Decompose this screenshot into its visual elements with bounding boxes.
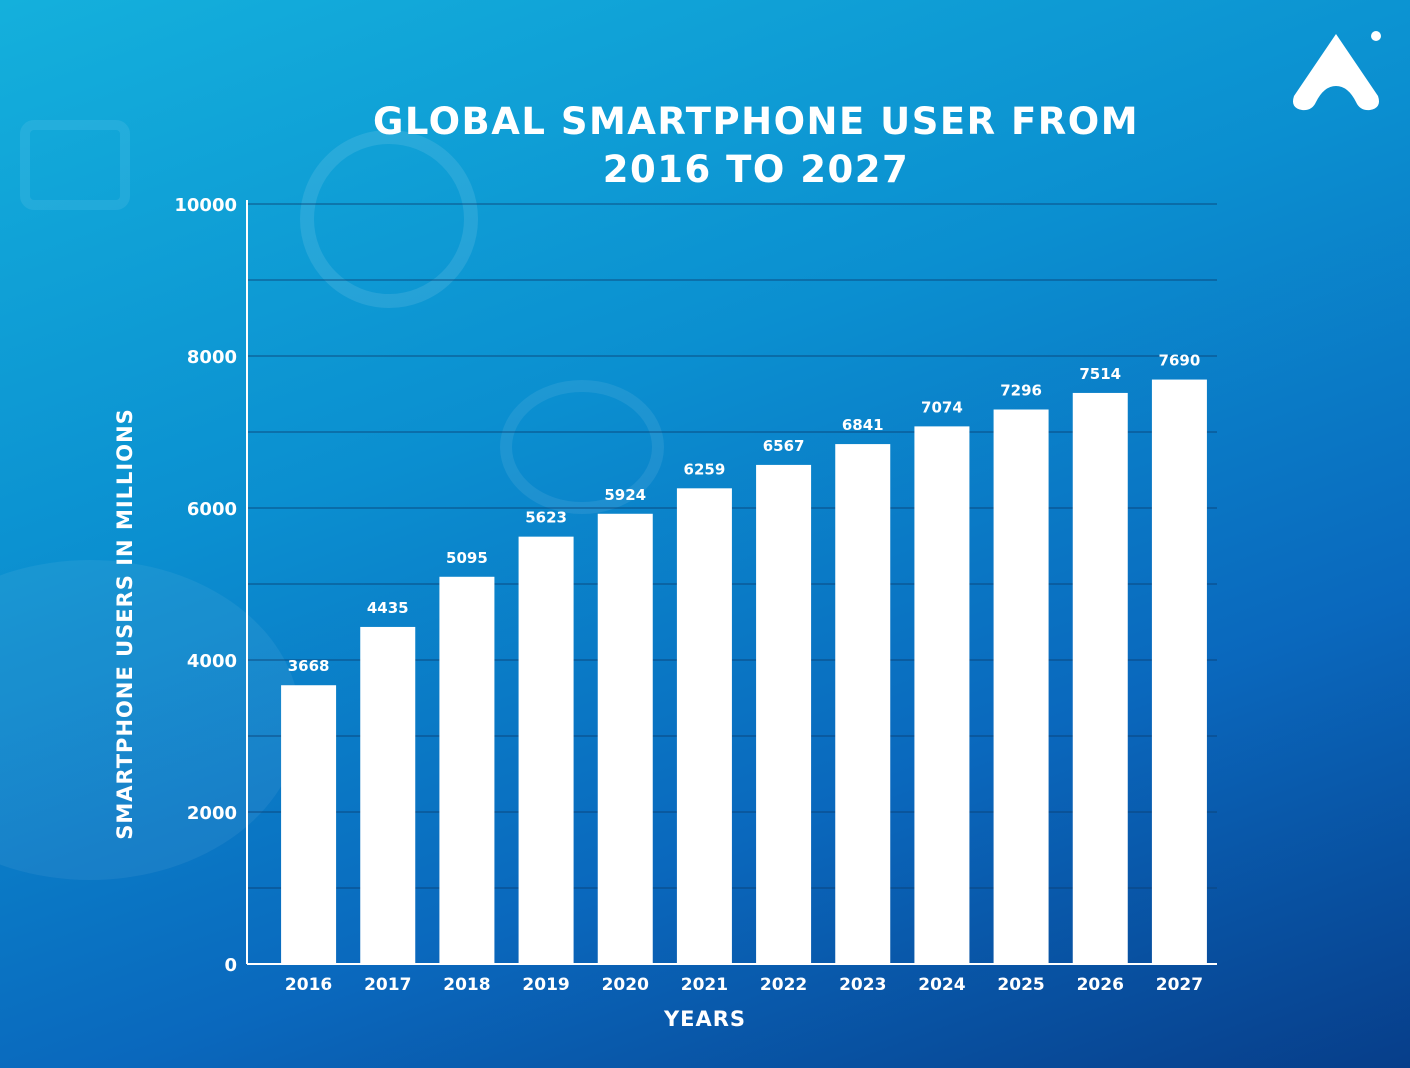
data-label-2022: 6567	[763, 437, 805, 455]
chart-title-line: GLOBAL SMARTPHONE USER FROM	[373, 100, 1139, 143]
bars	[281, 379, 1207, 965]
data-label-2024: 7074	[921, 398, 963, 416]
bar-2016	[281, 685, 337, 964]
bar-2022	[756, 464, 812, 964]
data-label-2025: 7296	[1000, 382, 1042, 400]
y-tick-label: 2000	[187, 803, 237, 824]
x-tick-label-2018: 2018	[443, 975, 490, 995]
x-tick-label-2016: 2016	[285, 975, 332, 995]
data-label-2020: 5924	[604, 486, 646, 504]
data-label-2018: 5095	[446, 549, 488, 567]
bar-2023	[835, 444, 891, 965]
axes	[246, 200, 1217, 965]
x-axis-ticks: 2016 2017 2018 2019 2020 2021 2022 2023 2024 2025…	[285, 975, 1203, 995]
x-tick-label-2024: 2024	[918, 975, 965, 995]
chat-bubble-decor	[20, 120, 130, 210]
bar-2018	[439, 576, 495, 964]
data-label-2017: 4435	[367, 599, 409, 617]
x-tick-label-2017: 2017	[364, 975, 411, 995]
bar-2025	[993, 409, 1049, 964]
x-axis-title: YEARS	[663, 1007, 746, 1031]
x-tick-label-2020: 2020	[602, 975, 649, 995]
chart-title: GLOBAL SMARTPHONE USER FROM 2016 TO 2027	[373, 100, 1139, 191]
axis-titles: YEARS SMARTPHONE USERS IN MILLIONS	[113, 408, 746, 1031]
y-tick-label: 8000	[187, 347, 237, 368]
data-label-2023: 6841	[842, 416, 884, 434]
bar-2019	[518, 536, 574, 964]
x-tick-label-2021: 2021	[681, 975, 728, 995]
bar-2021	[676, 488, 732, 964]
bar-2027	[1151, 379, 1207, 964]
x-tick-label-2023: 2023	[839, 975, 886, 995]
x-tick-label-2022: 2022	[760, 975, 807, 995]
y-axis-ticks: 0 2000 4000 6000 8000 10000	[174, 195, 237, 976]
y-tick-label: 6000	[187, 499, 237, 520]
y-tick-label: 0	[224, 955, 237, 976]
y-tick-label: 4000	[187, 651, 237, 672]
data-label-2026: 7514	[1079, 365, 1121, 383]
x-tick-label-2026: 2026	[1077, 975, 1124, 995]
data-labels: 3668 4435 5095 5623 5924 6259 6567 6841 7074 7296…	[288, 352, 1201, 676]
y-tick-label: 10000	[174, 195, 237, 216]
data-label-2021: 6259	[684, 460, 726, 478]
bar-2017	[360, 626, 416, 964]
data-label-2027: 7690	[1159, 352, 1201, 370]
x-tick-label-2019: 2019	[522, 975, 569, 995]
x-tick-label-2027: 2027	[1156, 975, 1203, 995]
y-axis-title: SMARTPHONE USERS IN MILLIONS	[113, 408, 137, 840]
bar-2020	[597, 513, 653, 964]
x-tick-label-2025: 2025	[997, 975, 1044, 995]
bar-2026	[1072, 392, 1128, 964]
data-label-2016: 3668	[288, 657, 330, 675]
bar-2024	[914, 426, 970, 965]
data-label-2019: 5623	[525, 509, 567, 527]
chart-title-line: 2016 TO 2027	[603, 148, 909, 191]
brand-logo-icon	[1293, 31, 1381, 111]
